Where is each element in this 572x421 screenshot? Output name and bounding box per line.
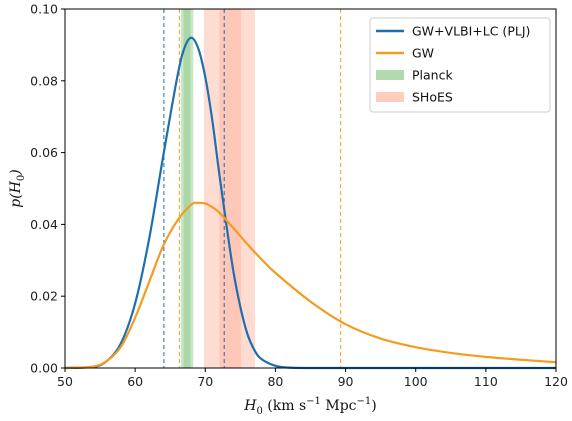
x-tick-label: 90 [338,374,354,389]
x-tick-label: 60 [127,374,143,389]
legend-label: GW+VLBI+LC (PLJ) [412,24,530,39]
legend-label: Planck [412,68,453,83]
legend-label: SHoES [412,90,453,105]
y-tick-label: 0.00 [30,361,58,376]
legend-box [369,17,551,113]
y-axis-ticks: 0.00 0.02 0.04 0.06 0.08 0.10 [30,2,65,376]
y-tick-label: 0.02 [30,289,58,304]
x-tick-label: 50 [57,374,73,389]
y-axis-label: p(H0) [8,169,27,207]
y-tick-label: 0.08 [30,73,58,88]
legend: GW+VLBI+LC (PLJ) GW Planck SHoES [369,17,551,113]
x-axis-label: H0 (km s−1 Mpc−1) [243,396,376,417]
band-planck-inner [183,9,191,368]
x-axis-ticks: 50 60 70 80 90 100 110 120 [57,368,568,389]
x-tick-label: 110 [474,374,498,389]
band-shoes-inner [219,9,242,368]
series-line-0 [64,36,556,370]
legend-items: GW+VLBI+LC (PLJ) GW Planck SHoES [376,24,530,105]
y-tick-label: 0.06 [30,145,58,160]
legend-label: GW [412,46,434,61]
legend-swatch-patch [376,70,404,80]
legend-swatch-patch [376,92,404,102]
series-line-1 [64,201,557,370]
x-tick-label: 100 [404,374,428,389]
x-tick-label: 120 [544,374,568,389]
series-layer [64,36,557,370]
x-tick-label: 80 [267,374,283,389]
y-tick-label: 0.04 [30,217,58,232]
y-tick-label: 0.10 [30,2,58,17]
plot-frame [64,8,557,369]
band-layer [180,9,256,368]
x-tick-label: 70 [197,374,213,389]
